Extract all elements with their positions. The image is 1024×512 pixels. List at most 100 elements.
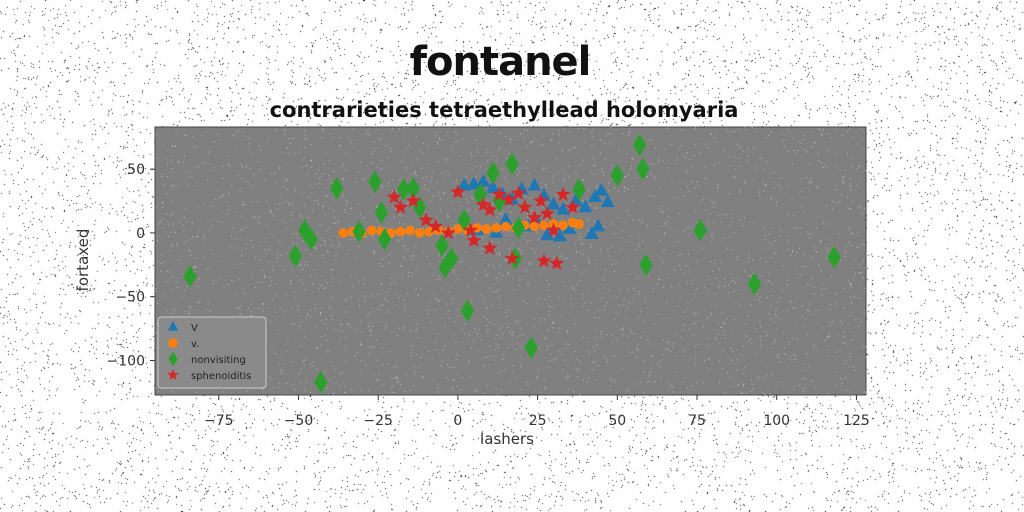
- data-point: [329, 177, 344, 200]
- data-point: [693, 219, 707, 242]
- series-sphenoiditis: [386, 184, 581, 271]
- data-point: [395, 226, 406, 237]
- x-axis-label: lashers: [480, 430, 534, 448]
- x-tick-label: 25: [529, 413, 547, 429]
- data-point: [504, 250, 520, 265]
- data-point: [524, 336, 538, 360]
- x-tick-label: 50: [608, 413, 626, 429]
- data-point: [501, 191, 517, 207]
- y-tick-label: −100: [107, 354, 145, 370]
- data-point: [572, 178, 586, 201]
- data-point: [574, 219, 584, 229]
- data-point: [414, 228, 425, 238]
- data-point: [405, 225, 415, 236]
- data-point: [386, 189, 402, 204]
- data-point: [594, 182, 609, 196]
- data-point: [600, 194, 615, 208]
- data-point: [639, 253, 653, 277]
- plot-noise-speckle: [155, 127, 867, 396]
- data-point: [476, 173, 491, 187]
- data-point: [562, 221, 577, 234]
- data-point: [500, 221, 511, 232]
- data-point: [463, 222, 479, 237]
- data-point: [747, 272, 762, 296]
- data-point: [457, 208, 472, 232]
- data-point: [505, 152, 519, 176]
- data-point: [486, 161, 500, 185]
- data-point: [491, 223, 501, 233]
- data-point: [288, 244, 303, 268]
- y-tick-label: 50: [127, 162, 145, 178]
- data-marks: [183, 133, 841, 394]
- data-point: [486, 180, 500, 194]
- chart-suptitle: fontanel: [410, 39, 591, 85]
- legend-label: v.: [191, 339, 199, 350]
- data-point: [367, 225, 377, 236]
- legend-marker: [168, 351, 178, 367]
- series-v: [457, 173, 615, 242]
- data-point: [536, 253, 552, 268]
- plot-noise: [155, 127, 867, 396]
- data-point: [527, 177, 542, 191]
- data-point: [435, 234, 449, 257]
- series-nonvisiting: [183, 133, 841, 394]
- data-point: [418, 212, 434, 227]
- data-point: [368, 170, 382, 194]
- x-tick-label: −25: [363, 413, 393, 429]
- legend-marker: [167, 369, 179, 380]
- data-point: [304, 228, 318, 251]
- data-point: [482, 240, 498, 255]
- x-tick-label: 75: [688, 413, 706, 429]
- legend-label: V: [191, 323, 198, 334]
- data-point: [578, 199, 593, 213]
- data-point: [565, 199, 581, 214]
- chart-title: contrarieties tetraethyllead holomyaria: [270, 98, 739, 122]
- y-tick-label: 0: [136, 226, 145, 242]
- data-point: [314, 370, 328, 394]
- data-point: [517, 199, 533, 214]
- legend-label: sphenoiditis: [191, 371, 251, 382]
- x-tick-label: −50: [284, 413, 314, 429]
- data-point: [374, 201, 389, 224]
- legend-box: [157, 316, 267, 389]
- data-point: [510, 185, 527, 200]
- data-point: [405, 193, 421, 208]
- data-point: [475, 196, 492, 212]
- data-point: [183, 265, 197, 288]
- x-tick-label: 125: [843, 413, 870, 429]
- data-point: [440, 224, 456, 240]
- data-point: [591, 218, 606, 232]
- data-point: [526, 209, 543, 225]
- data-point: [610, 164, 625, 187]
- data-point: [545, 222, 562, 237]
- data-point: [444, 247, 459, 270]
- legend-marker: [167, 321, 179, 331]
- data-point: [827, 245, 841, 269]
- data-point: [511, 216, 526, 240]
- data-point: [555, 186, 571, 202]
- data-point: [491, 186, 507, 202]
- data-point: [539, 220, 549, 231]
- x-tick-label: 100: [763, 413, 790, 429]
- data-point: [460, 299, 475, 323]
- data-point: [539, 205, 555, 221]
- y-axis-ticks: 50 0 −50 −100: [107, 162, 155, 370]
- data-point: [636, 157, 650, 181]
- data-point: [424, 226, 434, 237]
- data-point: [466, 232, 482, 248]
- data-point: [540, 227, 555, 241]
- x-tick-label: 0: [453, 413, 462, 429]
- data-point: [549, 255, 565, 271]
- data-point: [377, 228, 392, 251]
- y-axis-label: fortaxed: [74, 229, 92, 292]
- data-point: [558, 220, 568, 231]
- data-point: [406, 177, 421, 200]
- data-point: [546, 196, 561, 210]
- data-point: [498, 212, 513, 225]
- data-point: [632, 133, 647, 157]
- data-point: [450, 184, 466, 199]
- data-point: [529, 221, 540, 232]
- data-point: [584, 226, 599, 239]
- legend-label: nonvisiting: [191, 355, 246, 366]
